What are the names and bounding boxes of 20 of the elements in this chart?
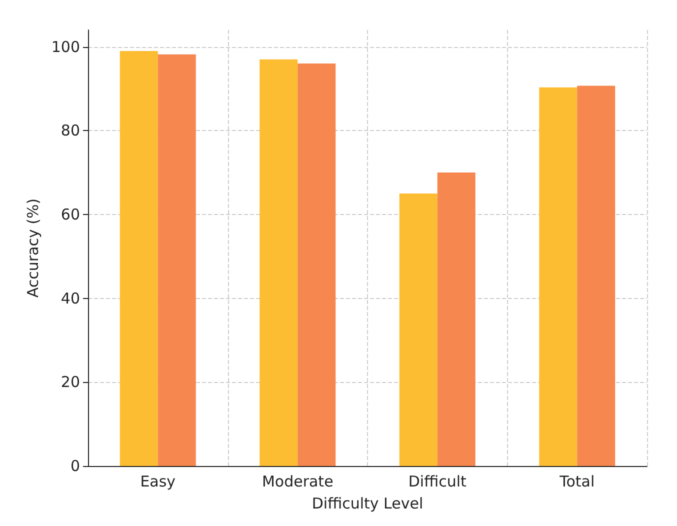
y-tick-label: 0 — [70, 457, 80, 475]
bar — [298, 64, 336, 466]
y-tick-label: 40 — [60, 289, 80, 308]
x-tick-label: Total — [558, 472, 595, 490]
bar — [120, 50, 158, 466]
bar — [437, 172, 476, 466]
y-tick-label: 20 — [60, 373, 80, 392]
x-tick-label: Moderate — [262, 472, 334, 490]
y-tick-label: 100 — [51, 38, 80, 56]
y-tick-label: 80 — [60, 122, 80, 140]
bar — [260, 59, 298, 466]
x-axis-title: Difficulty Level — [312, 494, 424, 512]
y-axis-title: Accuracy (%) — [24, 198, 42, 298]
bar — [539, 87, 578, 466]
x-tick-label: Difficult — [408, 472, 466, 490]
bar — [577, 86, 616, 466]
bar — [158, 54, 196, 466]
y-tick-label: 60 — [60, 205, 80, 224]
bar — [399, 194, 438, 466]
x-tick-label: Easy — [140, 472, 176, 490]
